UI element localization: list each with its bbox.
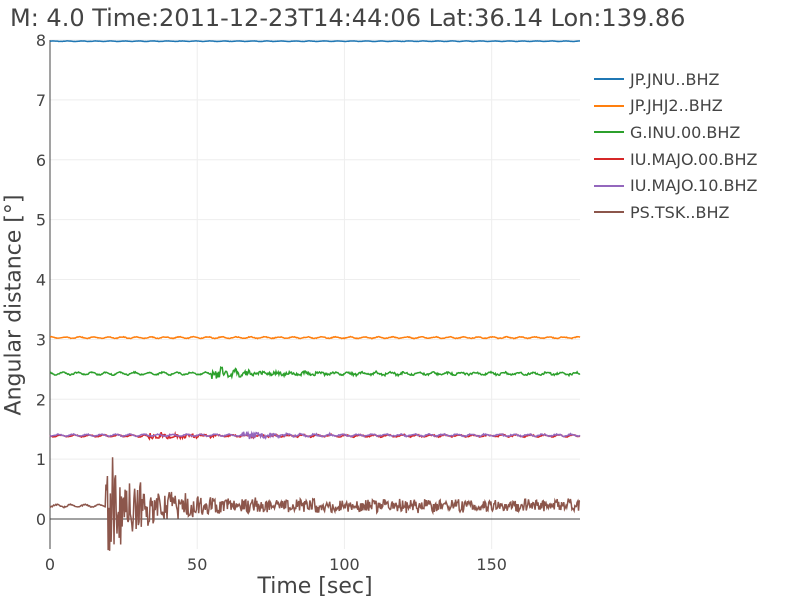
- legend-item[interactable]: PS.TSK..BHZ: [594, 199, 757, 226]
- legend-label: JP.JHJ2..BHZ: [630, 96, 723, 116]
- legend-label: G.INU.00.BHZ: [630, 122, 741, 142]
- legend-item[interactable]: IU.MAJO.10.BHZ: [594, 172, 757, 199]
- y-tick-label: 8: [36, 31, 46, 50]
- legend-label: IU.MAJO.00.BHZ: [630, 149, 758, 169]
- series-line: [49, 365, 581, 380]
- x-tick-label: 100: [329, 555, 360, 574]
- legend-swatch: [594, 158, 624, 161]
- legend-item[interactable]: G.INU.00.BHZ: [594, 119, 757, 146]
- y-axis-label: Angular distance [°]: [1, 194, 27, 416]
- y-tick-label: 2: [36, 390, 46, 409]
- y-tick-label: 3: [36, 330, 46, 349]
- legend-swatch: [594, 131, 624, 134]
- series-line: [49, 335, 581, 340]
- x-axis-label: Time [sec]: [257, 574, 373, 599]
- legend-swatch: [594, 104, 624, 107]
- x-tick-label: 150: [476, 555, 507, 574]
- x-tick-label: 50: [187, 555, 207, 574]
- legend-item[interactable]: JP.JHJ2..BHZ: [594, 93, 757, 120]
- series-line: [49, 457, 581, 551]
- legend[interactable]: JP.JNU..BHZ JP.JHJ2..BHZ G.INU.00.BHZ IU.MA…: [594, 66, 757, 226]
- legend-swatch: [594, 184, 624, 187]
- y-tick-label: 6: [36, 151, 46, 170]
- legend-label: PS.TSK..BHZ: [630, 202, 730, 222]
- y-tick-label: 4: [36, 271, 46, 290]
- x-tick-label: 0: [45, 555, 55, 574]
- series-line: [49, 40, 581, 43]
- chart-title: M: 4.0 Time:2011-12-23T14:44:06 Lat:36.1…: [10, 4, 686, 32]
- legend-label: IU.MAJO.10.BHZ: [630, 176, 758, 196]
- y-tick-label: 7: [36, 91, 46, 110]
- y-tick-label: 1: [36, 450, 46, 469]
- legend-swatch: [594, 78, 624, 81]
- y-tick-label: 0: [36, 510, 46, 529]
- legend-item[interactable]: JP.JNU..BHZ: [594, 66, 757, 93]
- legend-swatch: [594, 211, 624, 214]
- series-line: [49, 430, 581, 441]
- legend-item[interactable]: IU.MAJO.00.BHZ: [594, 146, 757, 173]
- y-tick-label: 5: [36, 211, 46, 230]
- legend-label: JP.JNU..BHZ: [630, 69, 720, 89]
